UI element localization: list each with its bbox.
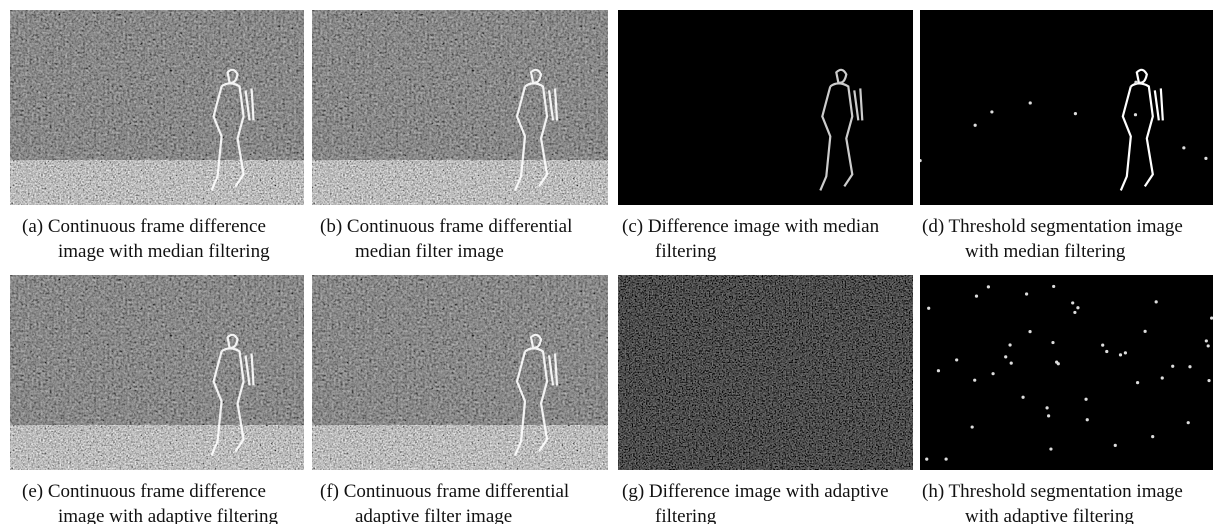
noise-dot <box>1049 447 1052 450</box>
caption-line: (e) Continuous frame difference <box>22 479 278 504</box>
panel-image <box>618 275 913 470</box>
caption-line: (f) Continuous frame differential <box>320 479 569 504</box>
noise-dot <box>1151 435 1154 438</box>
noise-dot <box>1008 343 1011 346</box>
noise <box>618 275 913 470</box>
panel-image <box>10 275 304 470</box>
noise-dot <box>925 458 928 461</box>
caption-line: image with adaptive filtering <box>22 504 278 524</box>
caption-line: (h) Threshold segmentation image <box>922 479 1183 504</box>
noise-dot <box>1045 406 1048 409</box>
noise-dot <box>955 358 958 361</box>
noise-dot <box>1025 292 1028 295</box>
ground-noise <box>10 425 304 470</box>
panel-image <box>312 10 608 205</box>
noise-dot <box>1134 81 1137 84</box>
panel-image <box>920 275 1213 470</box>
noise-dot <box>1073 311 1076 314</box>
noise-dot <box>1076 306 1079 309</box>
noise-dot <box>1084 398 1087 401</box>
noise-dot <box>1182 146 1185 149</box>
noise-dot <box>1047 414 1050 417</box>
panel-image <box>312 275 608 470</box>
noise-dot <box>1114 444 1117 447</box>
noise-dot <box>1144 330 1147 333</box>
image-bg <box>920 275 1213 470</box>
caption-line: filtering <box>622 239 879 264</box>
noise-dot <box>1021 396 1024 399</box>
noise-dot <box>927 307 930 310</box>
panel-image <box>618 10 913 205</box>
noise-dot <box>1028 330 1031 333</box>
noise-dot <box>987 285 990 288</box>
noise-dot <box>1101 344 1104 347</box>
noise-dot <box>1205 339 1208 342</box>
noise-dot <box>1055 361 1058 364</box>
noise-dot <box>1136 381 1139 384</box>
noise-dot <box>1119 353 1122 356</box>
noise-dot <box>1029 101 1032 104</box>
caption-line: (g) Difference image with adaptive <box>622 479 889 504</box>
ground-noise <box>10 160 304 205</box>
noise-dot <box>1188 365 1191 368</box>
noise-dot <box>1105 350 1108 353</box>
caption-line: with adaptive filtering <box>922 504 1183 524</box>
noise-dot <box>1204 157 1207 160</box>
noise-dot <box>1207 379 1210 382</box>
ground-noise <box>312 425 608 470</box>
noise-dot <box>1052 285 1055 288</box>
noise-dot <box>975 295 978 298</box>
panel-image <box>920 10 1213 205</box>
noise-dot <box>1010 362 1013 365</box>
noise-dot <box>1161 376 1164 379</box>
caption-line: (c) Difference image with median <box>622 214 879 239</box>
noise-dot <box>971 425 974 428</box>
noise-dot <box>1134 113 1137 116</box>
noise-dot <box>973 379 976 382</box>
noise-dot <box>1071 301 1074 304</box>
caption-line: median filter image <box>320 239 572 264</box>
noise-dot <box>1074 112 1077 115</box>
noise-dot <box>990 110 993 113</box>
noise-dot <box>1207 344 1210 347</box>
noise-dot <box>945 457 948 460</box>
noise-dot <box>1051 341 1054 344</box>
figure: (a) Continuous frame differenceimage wit… <box>0 0 1218 524</box>
noise-dot <box>1086 418 1089 421</box>
caption-line: with median filtering <box>922 239 1183 264</box>
caption-line: image with median filtering <box>22 239 270 264</box>
noise-dot <box>1171 365 1174 368</box>
caption-line: adaptive filter image <box>320 504 569 524</box>
noise-dot <box>991 372 994 375</box>
caption-line: (b) Continuous frame differential <box>320 214 572 239</box>
panel-image <box>10 10 304 205</box>
noise-dot <box>1004 355 1007 358</box>
caption-line: filtering <box>622 504 889 524</box>
image-bg <box>618 10 913 205</box>
caption-line: (d) Threshold segmentation image <box>922 214 1183 239</box>
ground-noise <box>312 160 608 205</box>
image-bg <box>920 10 1213 205</box>
noise-dot <box>937 369 940 372</box>
caption-line: (a) Continuous frame difference <box>22 214 270 239</box>
noise-dot <box>974 124 977 127</box>
noise-dot <box>1124 351 1127 354</box>
noise-dot <box>1187 421 1190 424</box>
noise-dot <box>1155 300 1158 303</box>
